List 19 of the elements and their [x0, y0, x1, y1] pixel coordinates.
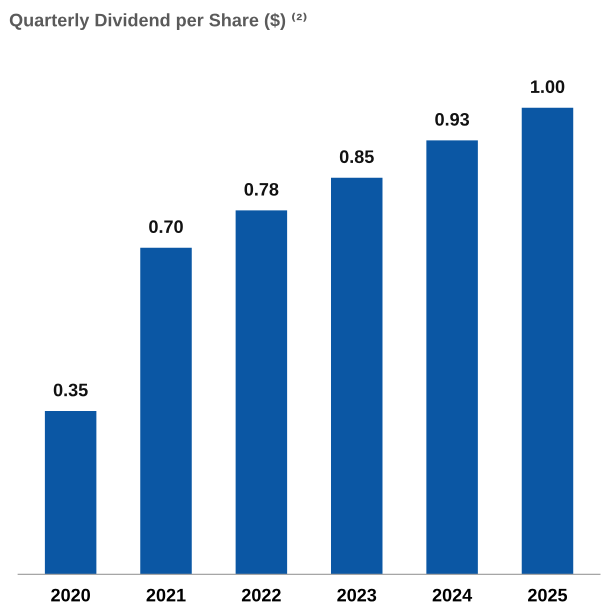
bar — [426, 140, 478, 574]
data-label: 0.35 — [54, 384, 88, 396]
x-tick-label: 2024 — [432, 588, 472, 602]
x-tick-label: 2020 — [51, 588, 90, 602]
bar — [330, 178, 382, 574]
x-tick-label: 2023 — [337, 588, 376, 602]
bar — [236, 210, 288, 574]
data-label: 0.78 — [244, 182, 278, 196]
x-tick-label: 2025 — [528, 588, 568, 602]
chart-title: Quarterly Dividend per Share ($) ⁽²⁾ — [10, 12, 306, 30]
data-label: 1.00 — [531, 80, 564, 94]
bar — [44, 411, 96, 574]
bar — [140, 248, 192, 574]
x-tick-label: 2022 — [242, 588, 281, 602]
x-tick-label: 2021 — [146, 588, 186, 602]
data-label: 0.70 — [149, 220, 183, 234]
bar — [522, 108, 574, 574]
data-label: 0.93 — [435, 112, 470, 126]
data-label: 0.85 — [340, 150, 374, 164]
